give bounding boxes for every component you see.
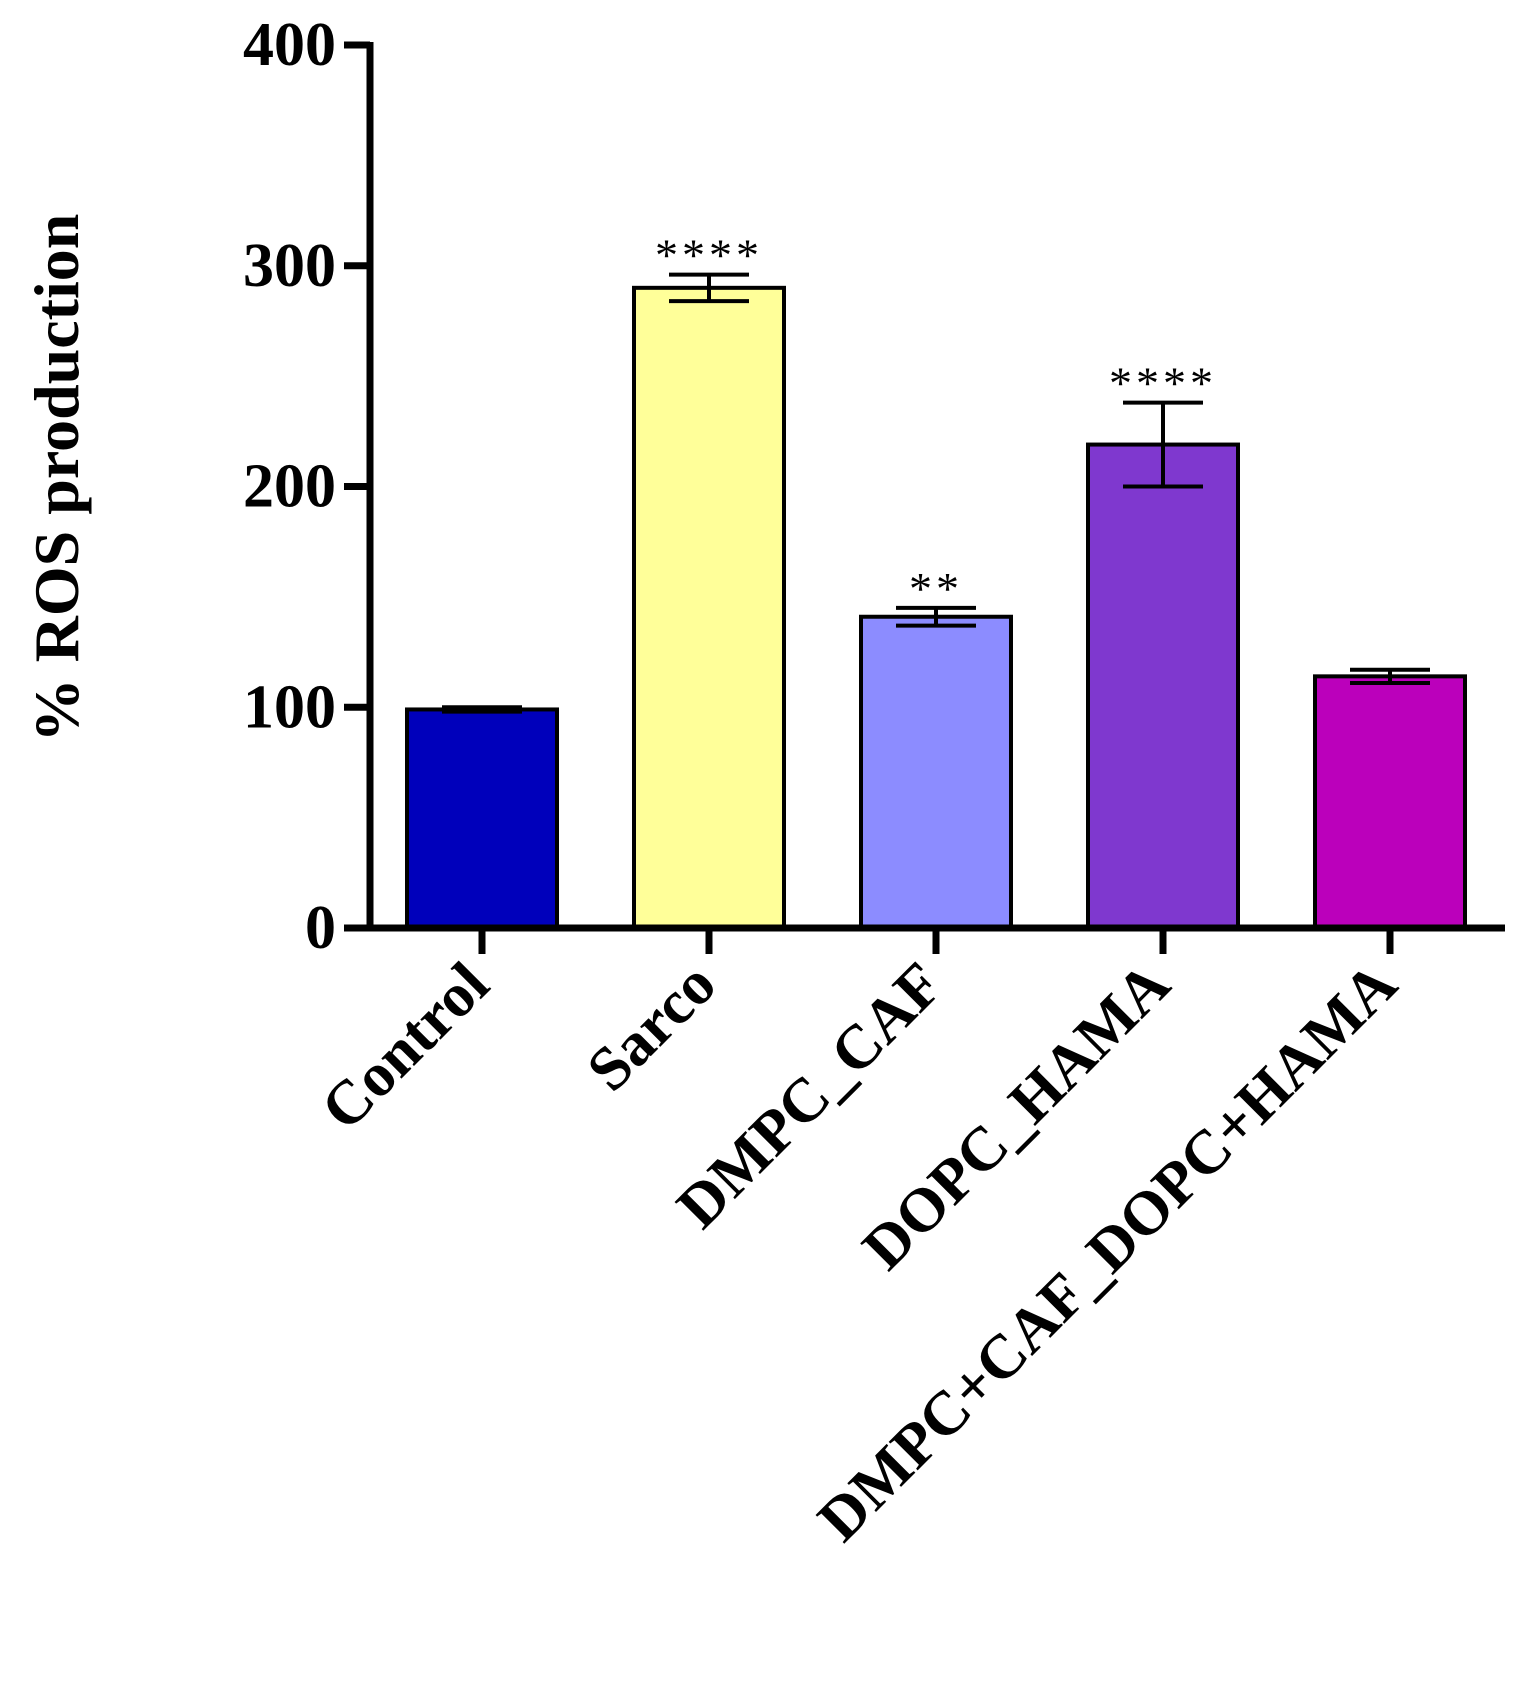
bar-sarco — [632, 285, 786, 930]
significance-label: **** — [655, 230, 763, 281]
x-ticks-group: Control SarcoDMPC_CAFDOPC_HAMADMPC+CAF_DO… — [308, 928, 1410, 1554]
significance-label: **** — [1109, 358, 1217, 409]
bar-dmpc-caf-dopc-hama — [1313, 674, 1467, 930]
bar-dmpc-caf — [859, 614, 1013, 930]
y-tick-label: 300 — [243, 232, 336, 300]
bar-control — [405, 707, 559, 931]
y-tick-label: 400 — [243, 11, 336, 79]
y-tick-label: 0 — [305, 894, 336, 962]
y-axis-title: % ROS production — [21, 214, 92, 743]
y-tick-label: 100 — [243, 673, 336, 741]
significance-group: ********** — [655, 230, 1217, 614]
y-ticks-group: 0 100 200 300 400 — [243, 11, 370, 962]
y-tick-label: 200 — [243, 453, 336, 521]
bar-dopc-hama — [1086, 442, 1240, 930]
error-bars-group — [442, 272, 1430, 714]
x-category-label: Sarco — [574, 950, 728, 1104]
x-category-label: Control — [308, 950, 501, 1143]
significance-label: ** — [909, 563, 963, 614]
